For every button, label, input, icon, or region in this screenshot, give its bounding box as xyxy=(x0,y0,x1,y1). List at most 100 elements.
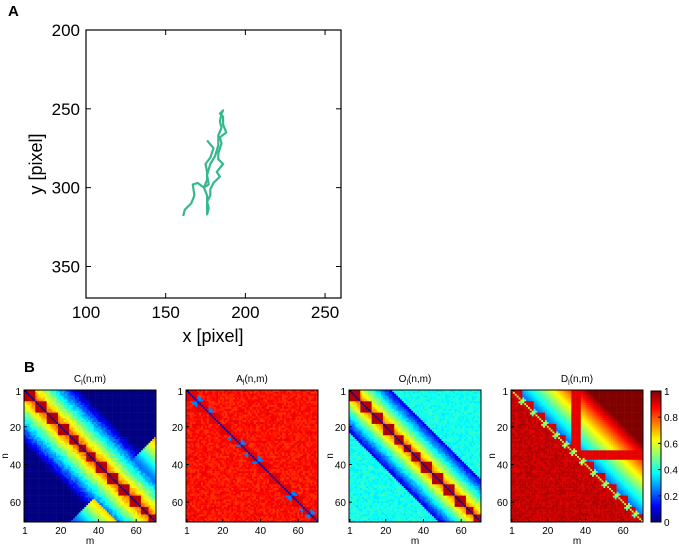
heatmap-cell xyxy=(28,447,30,449)
heatmap-cell xyxy=(30,443,32,445)
heatmap-cell xyxy=(58,473,60,475)
heatmap-cell xyxy=(60,445,62,447)
heatmap-cell xyxy=(33,477,35,479)
heatmap-cell xyxy=(90,411,92,413)
heatmap-cell xyxy=(133,484,135,486)
heatmap-cell xyxy=(77,450,79,452)
heatmap-cell xyxy=(152,469,154,471)
heatmap-cell xyxy=(45,428,47,430)
heatmap-cell xyxy=(111,456,113,458)
heatmap-cell xyxy=(82,505,84,507)
heatmap-cell xyxy=(49,450,51,452)
heatmap-cell xyxy=(130,407,132,409)
heatmap-cell xyxy=(39,405,41,407)
heatmap-cell xyxy=(33,464,35,466)
heatmap-cell xyxy=(50,398,52,400)
heatmap-cell xyxy=(71,518,73,520)
heatmap-cell xyxy=(47,456,49,458)
heatmap-cell xyxy=(143,401,145,403)
heatmap-cell xyxy=(92,475,94,477)
heatmap-cell xyxy=(43,477,45,479)
heatmap-cell xyxy=(139,471,141,473)
heatmap-cell xyxy=(58,454,60,456)
heatmap-cell xyxy=(79,437,81,439)
heatmap-cell xyxy=(96,509,98,511)
heatmap-cell xyxy=(45,437,47,439)
heatmap-cell xyxy=(52,454,54,456)
heatmap-cell xyxy=(73,501,75,503)
heatmap-cell xyxy=(33,394,35,396)
heatmap-cell xyxy=(101,443,103,445)
heatmap-cell xyxy=(139,401,141,403)
heatmap-cell xyxy=(141,396,143,398)
heatmap-cell xyxy=(39,462,41,464)
heatmap-cell xyxy=(141,456,143,458)
heatmap-cell xyxy=(82,452,84,454)
heatmap-x-tick-label: 60 xyxy=(131,526,143,537)
heatmap-cell xyxy=(118,452,120,454)
heatmap-cell xyxy=(69,439,71,441)
heatmap-cell xyxy=(65,445,67,447)
heatmap-cell xyxy=(62,484,64,486)
heatmap-cell xyxy=(62,422,64,424)
heatmap-cell xyxy=(50,420,52,422)
heatmap-cell xyxy=(28,477,30,479)
heatmap-cell xyxy=(43,416,45,418)
heatmap-cell xyxy=(67,482,69,484)
heatmap-cell xyxy=(73,499,75,501)
heatmap-cell xyxy=(122,509,124,511)
heatmap-cell xyxy=(147,513,149,515)
heatmap-cell xyxy=(135,418,137,420)
heatmap-cell xyxy=(26,499,28,501)
heatmap-cell xyxy=(67,465,69,467)
heatmap-cell xyxy=(96,416,98,418)
heatmap-cell xyxy=(65,399,67,401)
heatmap-cell xyxy=(98,445,100,447)
heatmap-cell xyxy=(84,437,86,439)
heatmap-cell xyxy=(141,448,143,450)
heatmap-cell xyxy=(88,422,90,424)
heatmap-cell xyxy=(126,458,128,460)
heatmap-cell xyxy=(111,497,113,499)
heatmap-cell xyxy=(135,460,137,462)
heatmap-cell xyxy=(71,460,73,462)
heatmap-cell xyxy=(47,448,49,450)
heatmap-cell xyxy=(81,433,83,435)
heatmap-cell xyxy=(143,454,145,456)
heatmap-cell xyxy=(54,426,56,428)
heatmap-cell xyxy=(33,428,35,430)
heatmap-cell xyxy=(69,413,71,415)
heatmap-cell xyxy=(50,399,52,401)
heatmap-cell xyxy=(35,413,37,415)
heatmap-cell xyxy=(64,496,66,498)
heatmap-cell xyxy=(58,416,60,418)
heatmap-cell xyxy=(101,484,103,486)
heatmap-cell xyxy=(107,516,109,518)
heatmap-cell xyxy=(58,420,60,422)
heatmap-cell xyxy=(109,399,111,401)
heatmap-cell xyxy=(115,497,117,499)
heatmap-cell xyxy=(96,511,98,513)
heatmap-cell xyxy=(92,518,94,520)
heatmap-cell xyxy=(52,496,54,498)
heatmap-cell xyxy=(130,486,132,488)
heatmap-cell xyxy=(124,422,126,424)
heatmap-cell xyxy=(122,479,124,481)
heatmap-cell xyxy=(141,454,143,456)
heatmap-cell xyxy=(128,494,130,496)
heatmap-cell xyxy=(111,447,113,449)
heatmap-cell xyxy=(52,405,54,407)
heatmap-cell xyxy=(116,405,118,407)
heatmap-cell xyxy=(41,452,43,454)
heatmap-cell xyxy=(128,467,130,469)
heatmap-cell xyxy=(39,409,41,411)
heatmap-cell xyxy=(47,426,49,428)
heatmap-cell xyxy=(107,505,109,507)
heatmap-cell xyxy=(64,452,66,454)
heatmap-cell xyxy=(131,496,133,498)
heatmap-cell xyxy=(126,445,128,447)
heatmap-cell xyxy=(54,399,56,401)
heatmap-cell xyxy=(101,479,103,481)
heatmap-cell xyxy=(105,437,107,439)
heatmap-cell xyxy=(135,479,137,481)
